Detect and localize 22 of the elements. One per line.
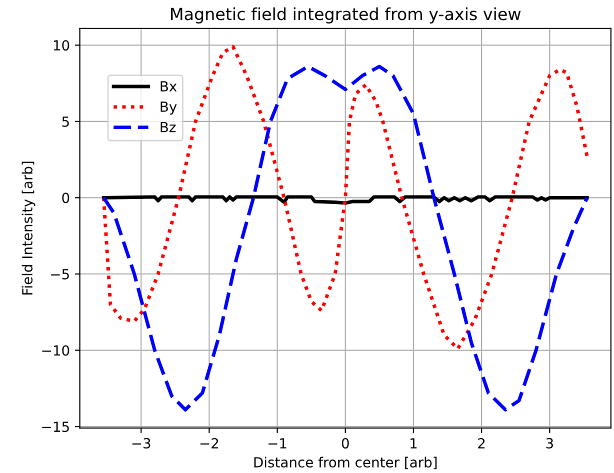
- x-axis-title: Distance from center [arb]: [254, 456, 437, 470]
- y-tick-label: 5: [62, 116, 69, 127]
- line-series: [102, 44, 589, 350]
- y-tick-label: −10: [42, 345, 70, 356]
- y-tick-label: −15: [42, 422, 69, 432]
- y-axis-title: Field Intensity [arb]: [22, 162, 36, 294]
- x-tick-label: 3: [546, 438, 553, 449]
- y-tick-label: 10: [54, 40, 70, 51]
- chart-title: Magnetic field integrated from y-axis view: [171, 7, 521, 24]
- x-tick-label: 2: [478, 438, 485, 448]
- y-tick-label: −5: [51, 269, 69, 280]
- legend-label: Bx: [160, 81, 177, 92]
- legend-label: By: [160, 102, 177, 115]
- x-tick-label: 1: [410, 438, 417, 448]
- line-series: [102, 64, 589, 412]
- line-series: [102, 195, 589, 205]
- y-tick-label: 0: [62, 192, 70, 204]
- x-tick-label: 0: [342, 438, 349, 449]
- x-tick-label: −2: [200, 438, 218, 448]
- x-tick-label: −3: [132, 438, 150, 449]
- x-tick-label: −1: [268, 438, 286, 448]
- legend-label: Bz: [160, 122, 176, 132]
